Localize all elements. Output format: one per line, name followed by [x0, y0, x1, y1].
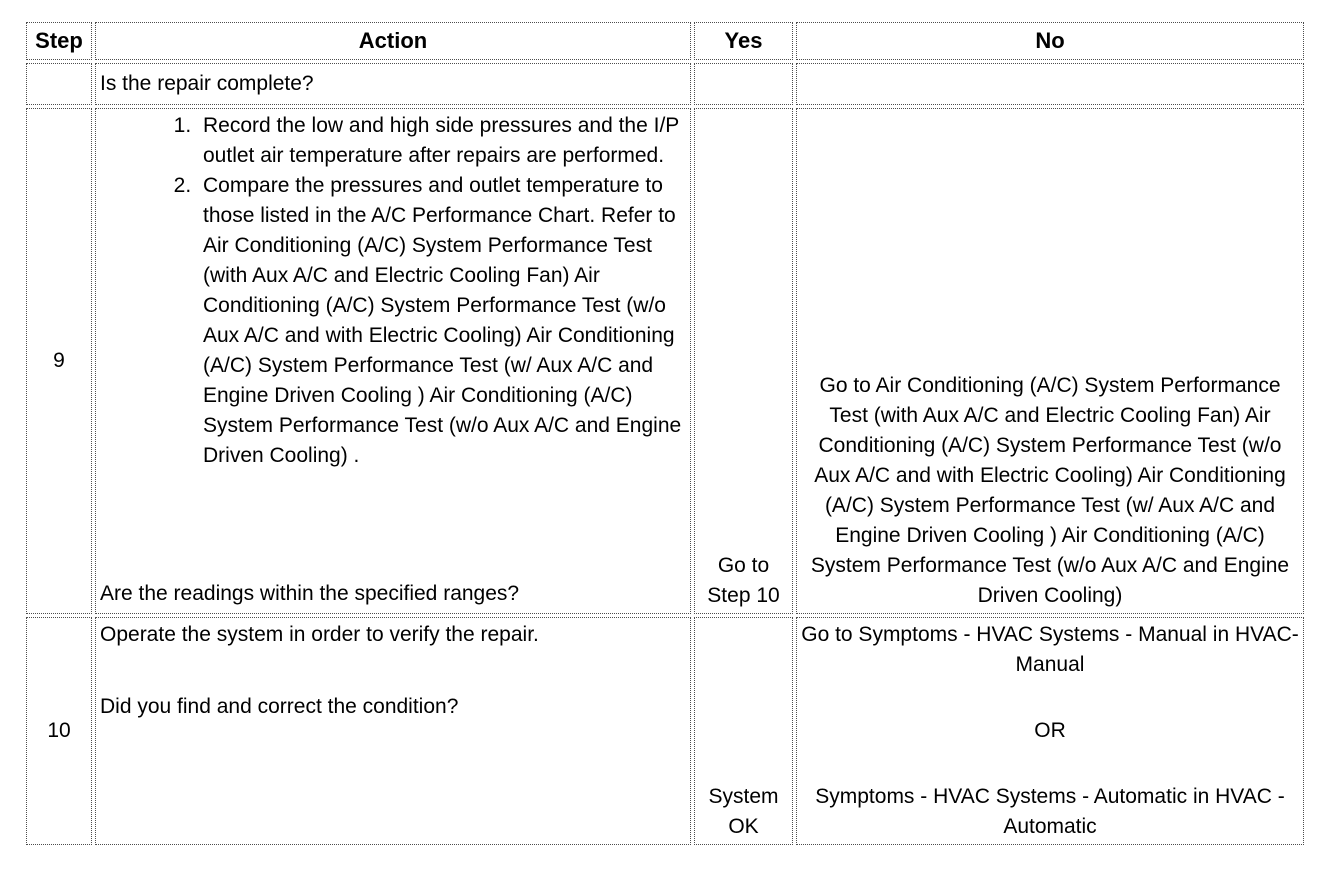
action-line: Operate the system in order to verify th… — [100, 623, 539, 646]
header-row: Step Action Yes No — [26, 22, 1304, 60]
step-cell — [26, 63, 92, 105]
spacer — [100, 650, 686, 692]
action-question: Are the readings within the specified ra… — [100, 582, 520, 605]
action-step-item: Compare the pressures and outlet tempera… — [197, 171, 686, 471]
column-header-yes: Yes — [694, 22, 793, 60]
document-page: Step Action Yes No Is the repair complet… — [0, 19, 1344, 874]
yes-cell: Go to Step 10 — [694, 108, 793, 614]
no-cell — [796, 63, 1304, 105]
no-outcome: Go to Air Conditioning (A/C) System Perf… — [810, 374, 1290, 607]
action-step-item: Record the low and high side pressures a… — [197, 111, 686, 171]
no-cell: Go to Symptoms - HVAC Systems - Manual i… — [796, 617, 1304, 845]
column-header-action: Action — [95, 22, 691, 60]
step-number: 10 — [26, 617, 92, 845]
yes-outcome: System OK — [708, 785, 779, 838]
action-steps-list: Record the low and high side pressures a… — [100, 111, 686, 471]
no-outcome-or: OR — [1034, 719, 1066, 742]
step-number: 9 — [26, 108, 92, 614]
column-header-no: No — [796, 22, 1304, 60]
table-row-intro: Is the repair complete? — [26, 63, 1304, 105]
column-header-step: Step — [26, 22, 92, 60]
action-cell: Record the low and high side pressures a… — [95, 108, 691, 614]
action-cell: Operate the system in order to verify th… — [95, 617, 691, 845]
no-outcome-automatic: Symptoms - HVAC Systems - Automatic in H… — [815, 785, 1285, 838]
table-row-step-9: 9 Record the low and high side pressures… — [26, 108, 1304, 614]
yes-cell: System OK — [694, 617, 793, 845]
no-outcome-manual: Go to Symptoms - HVAC Systems - Manual i… — [801, 623, 1299, 676]
action-question: Did you find and correct the condition? — [100, 695, 459, 718]
action-question: Is the repair complete? — [100, 72, 314, 95]
yes-outcome: Go to Step 10 — [707, 554, 780, 607]
yes-cell — [694, 63, 793, 105]
diagnostic-table: Step Action Yes No Is the repair complet… — [23, 19, 1307, 848]
no-cell: Go to Air Conditioning (A/C) System Perf… — [796, 108, 1304, 614]
action-cell: Is the repair complete? — [95, 63, 691, 105]
table-row-step-10: 10 Operate the system in order to verify… — [26, 617, 1304, 845]
